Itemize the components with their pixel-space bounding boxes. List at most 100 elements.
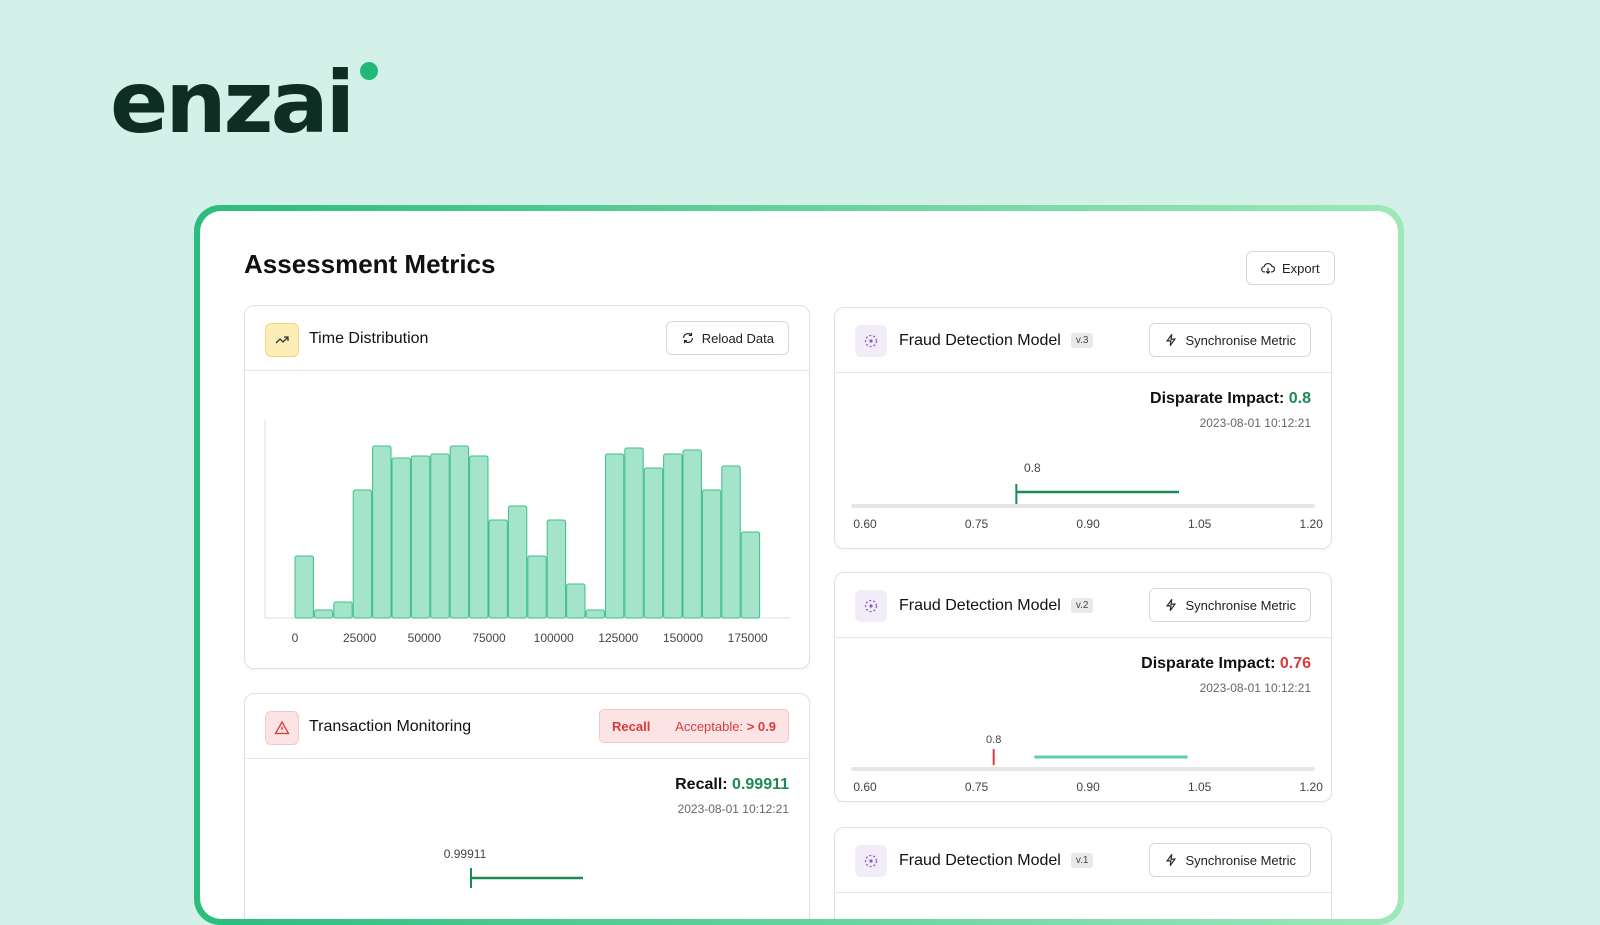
export-button[interactable]: Export xyxy=(1246,251,1335,285)
x-tick-label: 0.90 xyxy=(1076,517,1100,531)
histogram-bar xyxy=(566,583,586,619)
trending-up-icon xyxy=(275,336,289,344)
x-tick-label: 0.75 xyxy=(965,780,989,794)
trend-icon-box xyxy=(265,323,299,357)
histogram-bar xyxy=(507,505,528,619)
x-tick-label: 150000 xyxy=(663,631,703,645)
export-label: Export xyxy=(1282,260,1320,276)
metric-label: Disparate Impact: xyxy=(1150,390,1285,407)
metric-timestamp: 2023-08-01 10:12:21 xyxy=(1199,681,1311,695)
model-name: Fraud Detection Model xyxy=(899,597,1061,614)
histogram-bar xyxy=(294,555,314,619)
card-header: Fraud Detection Model v.3 Synchronise Met… xyxy=(835,308,1331,373)
cloud-download-icon xyxy=(1261,262,1275,275)
transaction-monitoring-card: Transaction Monitoring Recall Acceptable… xyxy=(244,693,810,919)
histogram-bar xyxy=(701,489,722,619)
disparate-impact-metric: Disparate Impact: 0.8 xyxy=(1150,390,1311,408)
histogram-bar xyxy=(604,453,625,619)
acceptable-threshold-badge: Recall Acceptable: > 0.9 xyxy=(599,709,789,743)
main-panel: Assessment Metrics Export Time Distribut… xyxy=(200,211,1398,919)
histogram-bar xyxy=(313,609,334,619)
logo-text: enzai xyxy=(110,53,355,153)
recall-range-chart: 0.99911 xyxy=(444,847,583,888)
x-tick-label: 75000 xyxy=(472,631,506,645)
card-header: Fraud Detection Model v.2 Synchronise Met… xyxy=(835,573,1331,638)
x-tick-label: 1.05 xyxy=(1188,517,1212,531)
histogram-bar xyxy=(372,445,392,619)
sync-label: Synchronise Metric xyxy=(1185,332,1296,348)
time-distribution-histogram: 0 25000 50000 75000 100000 125000 150000 175000 xyxy=(264,420,790,645)
disparate-impact-range-chart: 0.8 0.60 0.75 0.90 1.05 1.20 xyxy=(851,734,1324,794)
version-badge: v.2 xyxy=(1070,598,1094,614)
warning-triangle-icon xyxy=(274,720,290,735)
version-badge: v.1 xyxy=(1070,853,1094,869)
metric-value: 0.76 xyxy=(1279,655,1311,672)
card-header: Transaction Monitoring Recall Acceptable… xyxy=(245,694,809,759)
model-title: Fraud Detection Model v.2 xyxy=(899,597,1094,615)
page-title: Assessment Metrics xyxy=(244,249,496,279)
x-tick-label: 1.20 xyxy=(1300,780,1324,794)
badge-acceptable-value: > 0.9 xyxy=(746,718,776,734)
histogram-bar xyxy=(682,449,702,619)
disparate-impact-range-chart: 0.8 0.60 0.75 0.90 1.05 1.20 xyxy=(851,461,1324,531)
histogram-bar xyxy=(721,465,741,619)
x-tick-label: 0.75 xyxy=(965,517,989,531)
refresh-icon xyxy=(682,332,693,344)
histogram-bar xyxy=(469,455,489,619)
recall-metric: Recall: 0.99911 xyxy=(675,776,789,794)
x-tick-label: 125000 xyxy=(598,631,638,645)
model-title: Fraud Detection Model v.3 xyxy=(899,332,1094,350)
time-distribution-card: Time Distribution Reload Data 0 25000 5000… xyxy=(244,305,810,669)
x-tick-label: 175000 xyxy=(728,631,768,645)
reload-label: Reload Data xyxy=(701,330,774,346)
card-header: Time Distribution Reload Data xyxy=(245,306,809,371)
lightning-icon xyxy=(1166,598,1177,612)
x-tick-label: 1.20 xyxy=(1300,517,1324,531)
enzai-logo: enzai xyxy=(110,60,410,170)
badge-metric: Recall xyxy=(612,718,651,734)
histogram-bar xyxy=(585,609,605,619)
histogram-bar xyxy=(333,601,353,619)
synchronise-metric-button[interactable]: Synchronise Metric xyxy=(1149,843,1311,877)
model-title: Fraud Detection Model v.1 xyxy=(899,852,1094,870)
x-tick-label: 50000 xyxy=(408,631,442,645)
histogram-bar xyxy=(449,445,470,619)
target-icon xyxy=(864,854,878,868)
model-icon-box xyxy=(855,590,887,622)
histogram-bar xyxy=(488,519,508,619)
x-tick-label: 100000 xyxy=(534,631,574,645)
histogram-bar xyxy=(410,455,431,619)
synchronise-metric-button[interactable]: Synchronise Metric xyxy=(1149,323,1311,357)
metric-value: 0.8 xyxy=(1288,390,1311,407)
model-icon-box xyxy=(855,845,887,877)
metric-timestamp: 2023-08-01 10:12:21 xyxy=(1199,416,1311,430)
synchronise-metric-button[interactable]: Synchronise Metric xyxy=(1149,588,1311,622)
x-tick-label: 0.90 xyxy=(1076,780,1100,794)
logo-dot xyxy=(360,62,378,80)
version-badge: v.3 xyxy=(1070,333,1094,349)
model-card-v1: Fraud Detection Model v.1 Synchronise Met… xyxy=(834,827,1332,919)
reload-data-button[interactable]: Reload Data xyxy=(665,321,789,355)
histogram-bar xyxy=(663,453,683,619)
metric-value: 0.99911 xyxy=(732,776,789,793)
histogram-bar xyxy=(740,531,761,619)
x-tick-label: 0.60 xyxy=(853,517,877,531)
badge-acceptable-prefix: Acceptable: xyxy=(675,718,744,734)
histogram-bar xyxy=(624,447,644,619)
sync-label: Synchronise Metric xyxy=(1185,597,1296,613)
card-title: Time Distribution xyxy=(309,330,429,347)
marker-label: 0.8 xyxy=(1024,461,1041,475)
x-tick-label: 0 xyxy=(292,631,299,645)
x-tick-label: 25000 xyxy=(343,631,377,645)
main-panel-frame: Assessment Metrics Export Time Distribut… xyxy=(194,205,1404,925)
sync-label: Synchronise Metric xyxy=(1185,852,1296,868)
histogram-bar xyxy=(391,457,411,619)
badge-acceptable: Acceptable: > 0.9 xyxy=(675,719,776,734)
histogram-bar xyxy=(527,555,547,619)
histogram-bar xyxy=(352,489,373,619)
card-title: Transaction Monitoring xyxy=(309,718,472,735)
model-icon-box xyxy=(855,325,887,357)
model-name: Fraud Detection Model xyxy=(899,332,1061,349)
model-name: Fraud Detection Model xyxy=(899,852,1061,869)
target-icon xyxy=(864,599,878,613)
